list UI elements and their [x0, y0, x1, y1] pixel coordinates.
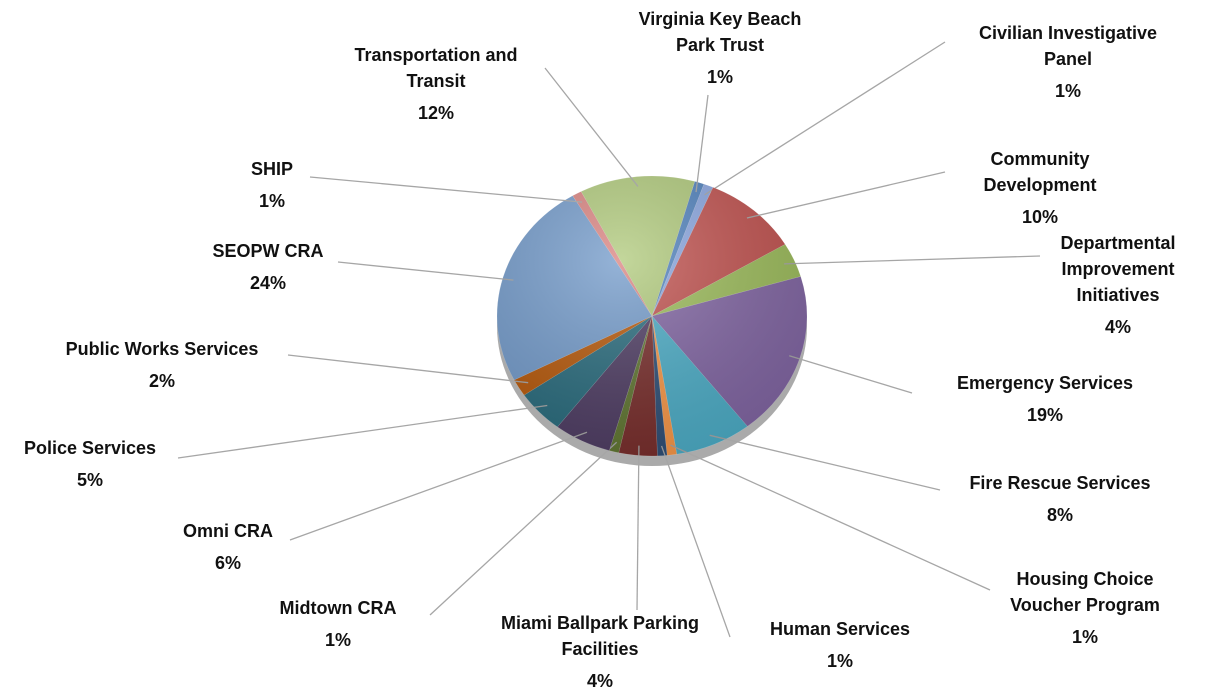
slice-label: Omni CRA 6%	[153, 518, 303, 576]
value-label: 1%	[324, 630, 351, 650]
leader-line	[784, 255, 1041, 265]
leader-line	[309, 176, 583, 203]
value-label: 19%	[1026, 405, 1064, 425]
category-label: Emergency Services	[956, 373, 1134, 393]
leader-line	[789, 355, 913, 394]
slice-label: Community Development 10%	[955, 146, 1125, 230]
leader-line	[670, 444, 991, 591]
category-label: Fire Rescue Services	[969, 473, 1151, 493]
slice-label: Civilian Investigative Panel 1%	[953, 20, 1183, 104]
category-label: Midtown CRA	[279, 598, 397, 618]
category-label: Departmental Improvement Initiatives	[1060, 233, 1176, 305]
slice-label: Miami Ballpark Parking Facilities 4%	[500, 610, 700, 694]
value-label: 1%	[1071, 627, 1098, 647]
leader-line	[544, 67, 639, 187]
slice-label: Human Services 1%	[740, 616, 940, 674]
leader-line	[337, 261, 514, 281]
slice-label: Emergency Services 19%	[915, 370, 1175, 428]
leader-line	[660, 445, 731, 638]
category-label: Housing Choice Voucher Program	[1010, 569, 1160, 615]
category-label: Omni CRA	[183, 521, 273, 541]
category-label: Virginia Key Beach Park Trust	[638, 9, 802, 55]
value-label: 5%	[76, 470, 103, 490]
slice-label: Housing Choice Voucher Program 1%	[985, 566, 1185, 650]
category-label: Miami Ballpark Parking Facilities	[500, 613, 700, 659]
value-label: 1%	[258, 191, 285, 211]
value-label: 4%	[586, 671, 613, 691]
leader-line	[177, 404, 548, 459]
leader-line	[709, 434, 941, 491]
slice-label: SEOPW CRA 24%	[178, 238, 358, 296]
slice-label: Virginia Key Beach Park Trust 1%	[625, 6, 815, 90]
category-label: Human Services	[769, 619, 911, 639]
slice-label: Fire Rescue Services 8%	[940, 470, 1180, 528]
leader-line	[429, 441, 618, 616]
category-label: Community Development	[983, 149, 1097, 195]
value-label: 6%	[214, 553, 241, 573]
leader-line	[704, 41, 946, 196]
slice-label: Public Works Services 2%	[32, 336, 292, 394]
category-label: SHIP	[250, 159, 293, 179]
value-label: 24%	[249, 273, 287, 293]
category-label: Transportation and Transit	[354, 45, 518, 91]
category-label: Public Works Services	[65, 339, 259, 359]
category-label: Police Services	[23, 438, 157, 458]
slice-label: SHIP 1%	[212, 156, 332, 214]
value-label: 12%	[417, 103, 455, 123]
slice-label: Departmental Improvement Initiatives 4%	[1028, 230, 1205, 340]
value-label: 8%	[1046, 505, 1073, 525]
leader-line	[746, 171, 946, 219]
leader-line	[636, 445, 640, 611]
value-label: 10%	[1021, 207, 1059, 227]
leader-line	[289, 431, 588, 541]
value-label: 1%	[1054, 81, 1081, 101]
value-label: 2%	[148, 371, 175, 391]
category-label: SEOPW CRA	[212, 241, 324, 261]
value-label: 1%	[706, 67, 733, 87]
leader-line	[287, 354, 529, 384]
value-label: 4%	[1104, 317, 1131, 337]
leader-line	[695, 94, 709, 193]
slice-label: Transportation and Transit 12%	[326, 42, 546, 126]
slice-label: Midtown CRA 1%	[248, 595, 428, 653]
slice-label: Police Services 5%	[0, 435, 180, 493]
value-label: 1%	[826, 651, 853, 671]
category-label: Civilian Investigative Panel	[978, 23, 1158, 69]
